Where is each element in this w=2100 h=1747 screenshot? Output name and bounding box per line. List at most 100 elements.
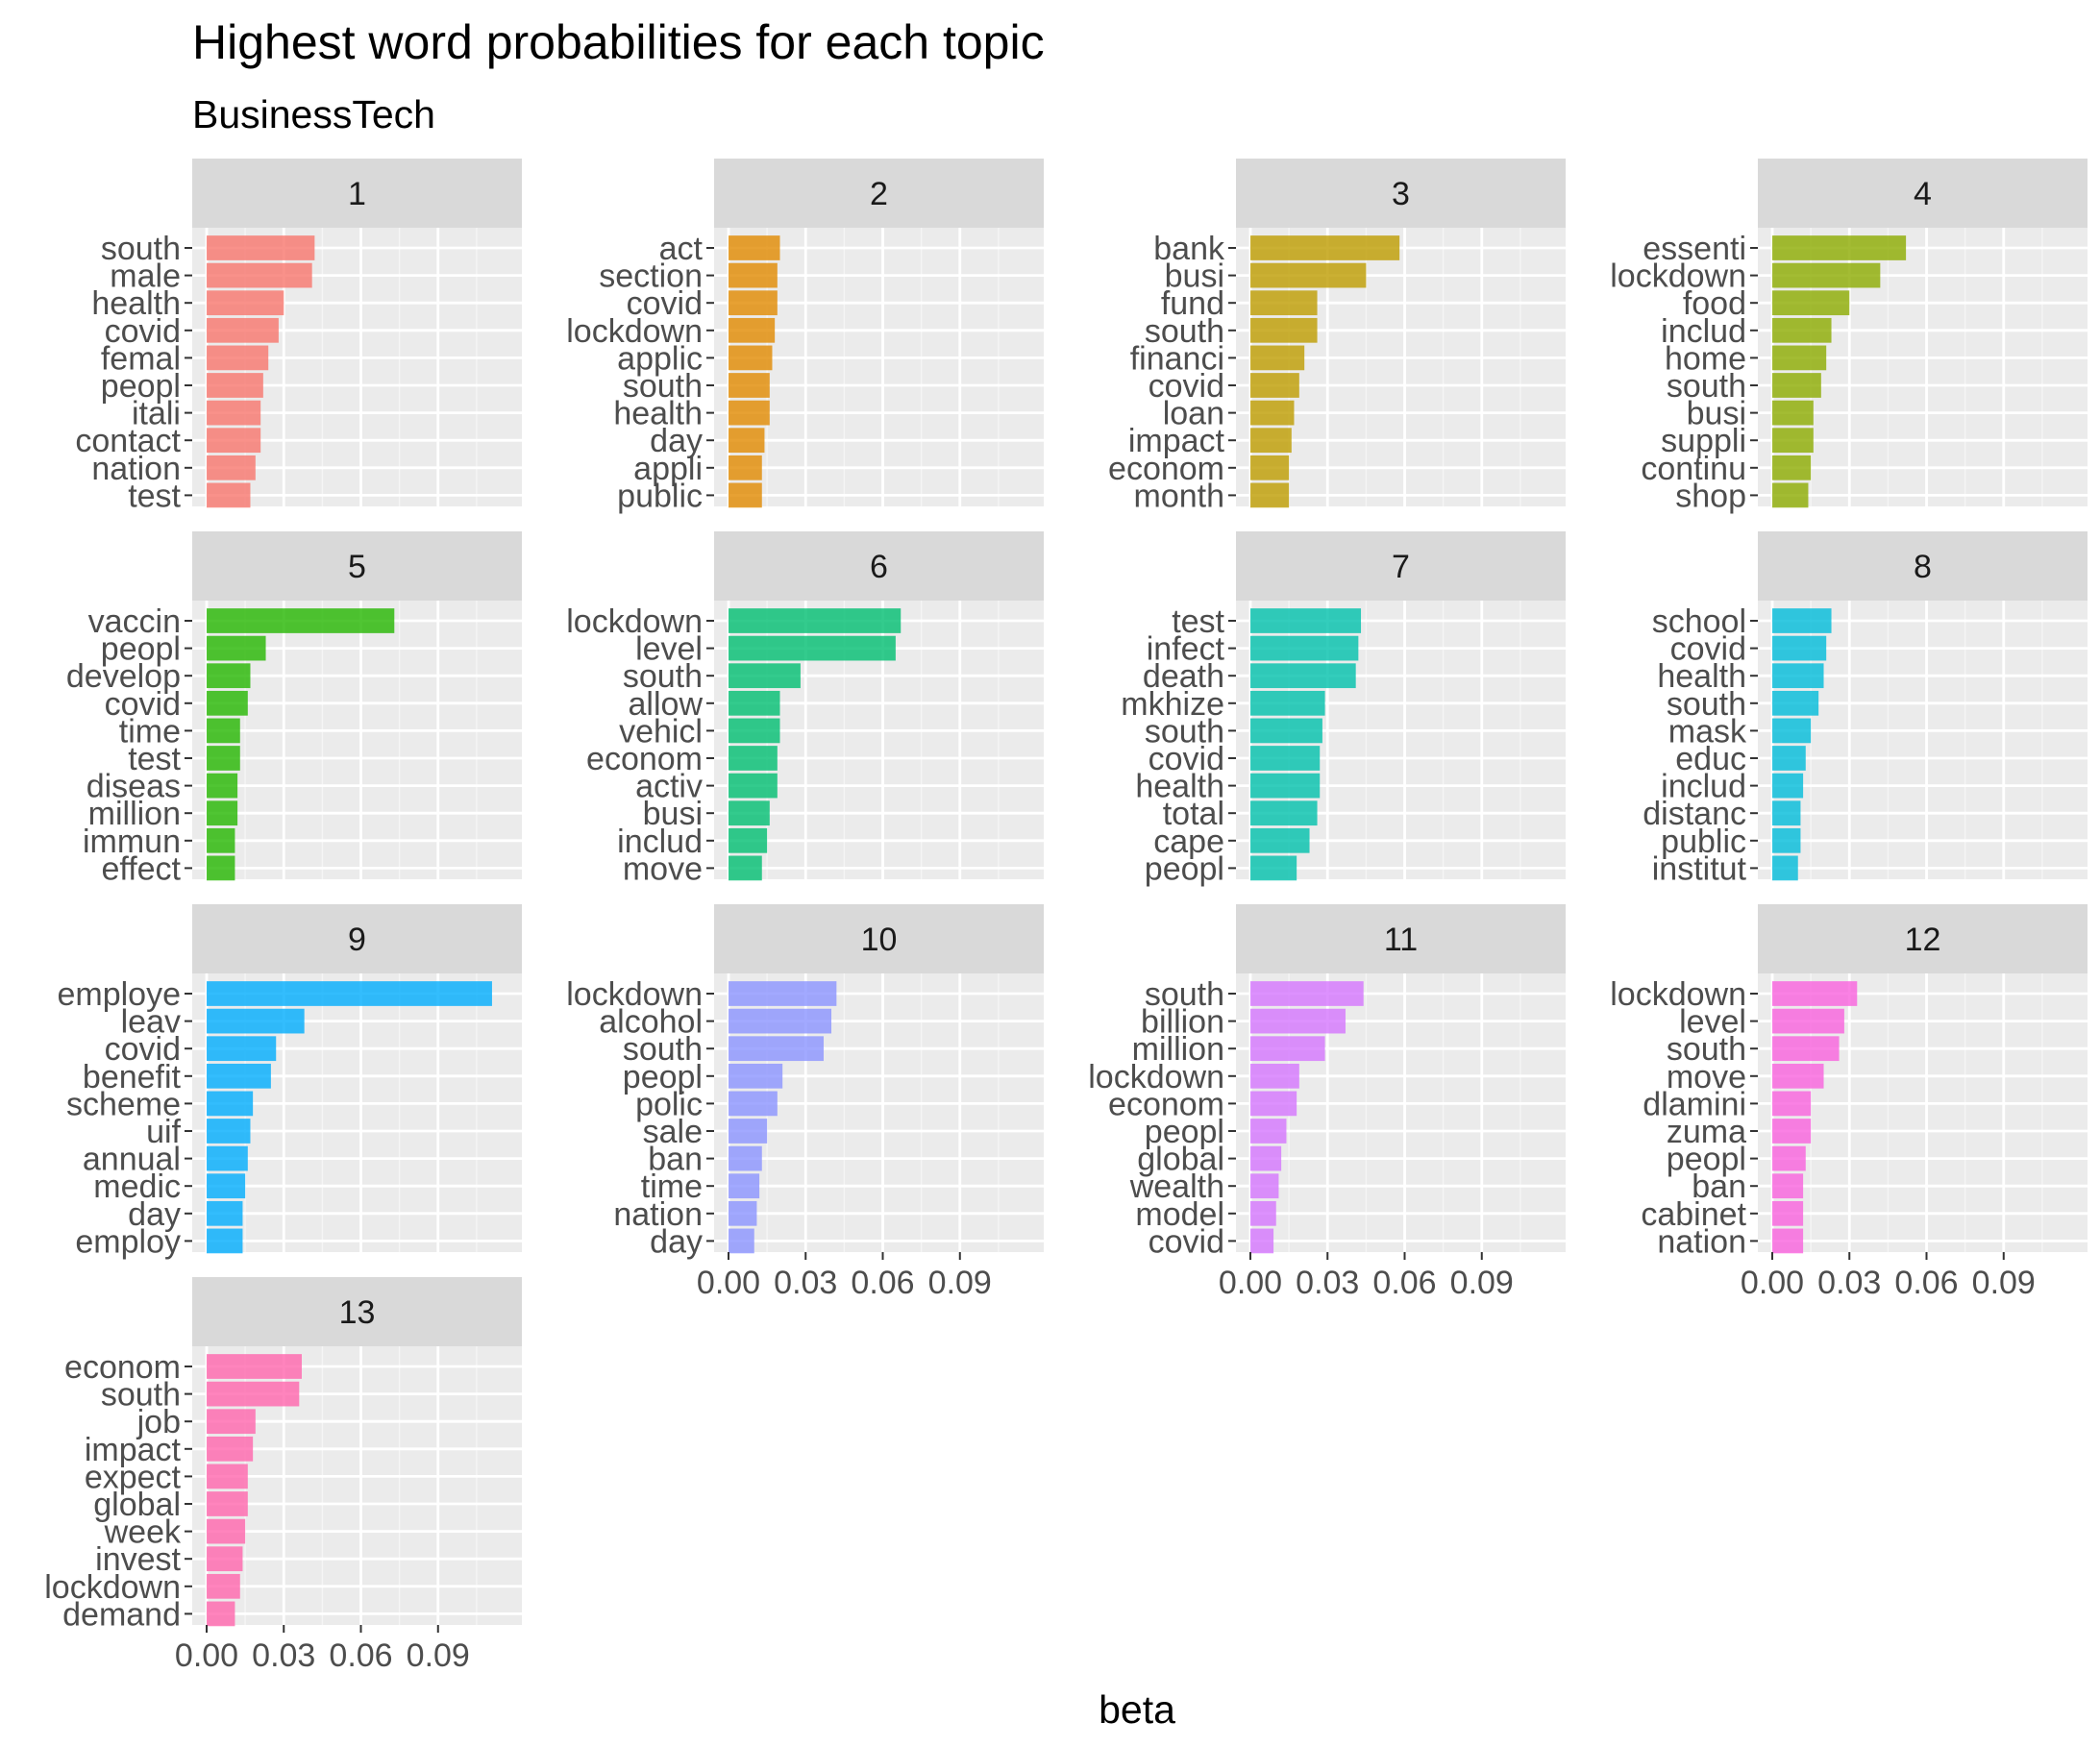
facet-panel-7: 7 testinfectdeathmkhizesouthcovidhealthto… (1121, 531, 1566, 887)
bar-sale (729, 1119, 768, 1144)
bar-femal (207, 345, 269, 371)
bar-peopl (1772, 1145, 1806, 1171)
bar-annual (207, 1145, 248, 1171)
facet-strip (1758, 159, 2088, 228)
facet-strip-label: 9 (348, 922, 366, 958)
y-tick-label: model (1135, 1196, 1224, 1233)
x-axis-label: beta (1099, 1687, 1175, 1732)
y-tick-label: day (650, 423, 703, 459)
bar-peopl (207, 373, 263, 398)
y-tick-label: peopl (1145, 1114, 1224, 1150)
y-tick-label: busi (1165, 258, 1224, 295)
y-tick-label: shop (1675, 478, 1746, 514)
bar-public (1772, 827, 1801, 853)
y-tick-label: covid (105, 313, 181, 350)
y-tick-label: cabinet (1641, 1196, 1746, 1233)
y-tick-label: million (88, 796, 181, 832)
y-tick-label: develop (66, 658, 181, 695)
bar-lockdown (729, 317, 776, 343)
y-tick-label: nation (1657, 1223, 1746, 1260)
facet-strip (1236, 531, 1566, 601)
y-tick-label: level (635, 631, 703, 668)
y-tick-label: distanc (1643, 796, 1746, 832)
y-tick-label: lockdown (566, 313, 703, 350)
x-tick-label: 0.09 (407, 1637, 470, 1674)
y-tick-label: includ (1661, 769, 1746, 805)
bar-south (1250, 981, 1364, 1006)
y-tick-label: econom (1108, 451, 1224, 487)
facet-strip (192, 531, 522, 601)
bar-section (729, 262, 778, 288)
bar-lockdown (1772, 262, 1881, 288)
facet-panel-9: 9 employeleavcovidbenefitschemeuifannualm… (57, 904, 522, 1260)
y-tick-label: includ (617, 824, 703, 860)
y-tick-label: food (1683, 285, 1746, 322)
bar-nation (207, 455, 256, 480)
y-tick-label: loan (1163, 396, 1224, 432)
bar-alcohol (729, 1008, 832, 1034)
y-tick-label: move (1667, 1059, 1746, 1095)
bar-ban (729, 1145, 762, 1171)
facet-strip-label: 5 (348, 549, 366, 585)
bar-ban (1772, 1173, 1804, 1199)
bar-leav (207, 1008, 305, 1034)
y-tick-label: busi (1687, 396, 1746, 432)
bar-global (207, 1491, 248, 1516)
y-tick-label: death (1143, 658, 1224, 695)
y-tick-label: total (1163, 796, 1224, 832)
bar-public (729, 482, 762, 508)
bar-school (1772, 608, 1832, 633)
facet-strip (192, 1277, 522, 1346)
bar-includ (1772, 317, 1832, 343)
bar-scheme (207, 1091, 254, 1117)
facet-panel-11: 11 southbillionmillionlockdowneconompeopl… (1088, 904, 1566, 1301)
bar-econom (729, 746, 778, 771)
y-tick-label: vaccin (88, 603, 181, 640)
x-tick-label: 0.09 (1972, 1265, 2036, 1301)
bar-dlamini (1772, 1091, 1812, 1117)
facet-strip-label: 11 (1384, 922, 1418, 958)
y-tick-label: vehicl (619, 713, 703, 750)
bar-health (1250, 773, 1321, 799)
y-tick-label: level (1679, 1004, 1746, 1041)
x-tick-label: 0.06 (851, 1265, 914, 1301)
facet-strip-label: 10 (861, 922, 898, 958)
bar-south (1250, 718, 1322, 744)
y-tick-label: activ (635, 769, 703, 805)
bar-mkhize (1250, 690, 1325, 716)
y-tick-label: zuma (1667, 1114, 1746, 1150)
y-tick-label: lockdown (1088, 1059, 1224, 1095)
bar-lockdown (729, 981, 837, 1006)
bar-immun (207, 827, 235, 853)
y-tick-label: ban (1692, 1169, 1746, 1205)
bar-south (207, 235, 315, 260)
y-tick-label: allow (629, 686, 704, 723)
bar-covid (207, 690, 248, 716)
bar-appli (729, 455, 762, 480)
bar-loan (1250, 400, 1295, 426)
y-tick-label: alcohol (599, 1004, 703, 1041)
bar-health (1772, 663, 1824, 689)
y-tick-label: financi (1130, 340, 1224, 377)
bar-health (729, 400, 770, 426)
facet-panel-10: 10 lockdownalcoholsouthpeoplpolicsalebant… (566, 904, 1044, 1301)
bar-covid (1250, 1228, 1274, 1254)
y-tick-label: mkhize (1121, 686, 1224, 723)
y-tick-label: south (1145, 976, 1224, 1013)
bar-food (1772, 290, 1850, 316)
y-tick-label: institut (1652, 850, 1747, 887)
bar-vaccin (207, 608, 395, 633)
x-tick-label: 0.06 (1894, 1265, 1958, 1301)
y-tick-label: south (1145, 713, 1224, 750)
bar-itali (207, 400, 261, 426)
bar-financi (1250, 345, 1305, 371)
y-tick-label: diseas (86, 769, 181, 805)
y-tick-label: annual (83, 1142, 181, 1178)
bar-test (1250, 608, 1362, 633)
bar-covid (1772, 635, 1827, 661)
bar-nation (1772, 1228, 1804, 1254)
y-tick-label: includ (1661, 313, 1746, 350)
y-tick-label: time (641, 1169, 703, 1205)
y-tick-label: section (599, 258, 703, 295)
bar-month (1250, 482, 1290, 508)
